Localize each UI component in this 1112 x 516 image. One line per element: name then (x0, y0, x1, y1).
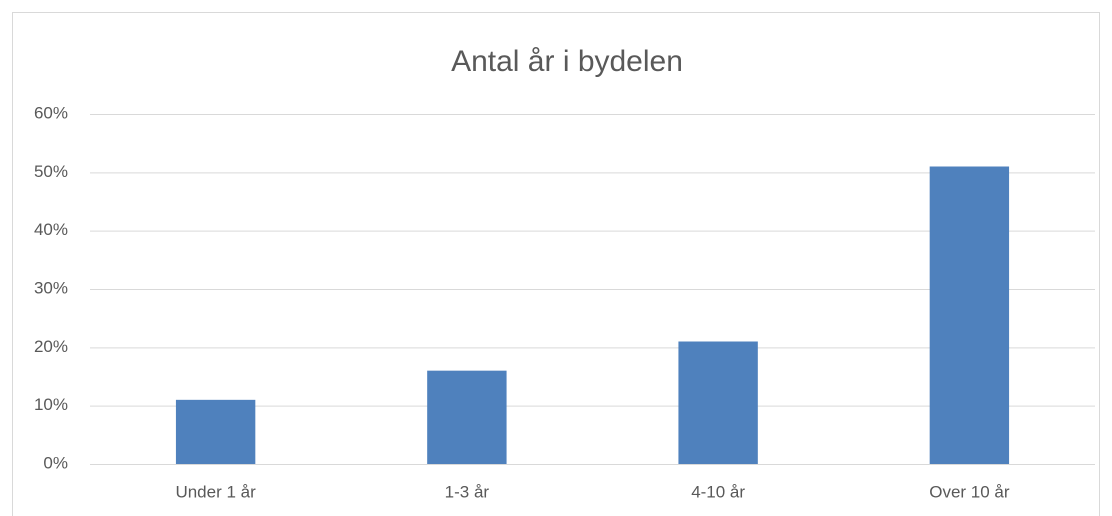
y-tick-label: 10% (34, 395, 68, 414)
chart-title: Antal år i bydelen (451, 45, 683, 78)
y-tick-label: 40% (34, 220, 68, 239)
x-tick-label: Over 10 år (929, 482, 1010, 501)
bar (929, 166, 1010, 464)
y-tick-label: 60% (34, 103, 68, 122)
bar (678, 341, 758, 464)
y-tick-label: 20% (34, 337, 68, 356)
x-tick-label: 1-3 år (445, 482, 490, 501)
y-tick-label: 0% (43, 453, 68, 472)
y-tick-label: 50% (34, 162, 68, 181)
bar (175, 399, 256, 464)
y-tick-label: 30% (34, 278, 68, 297)
x-tick-label: Under 1 år (175, 482, 256, 501)
x-tick-label: 4-10 år (691, 482, 745, 501)
bar (427, 370, 507, 464)
